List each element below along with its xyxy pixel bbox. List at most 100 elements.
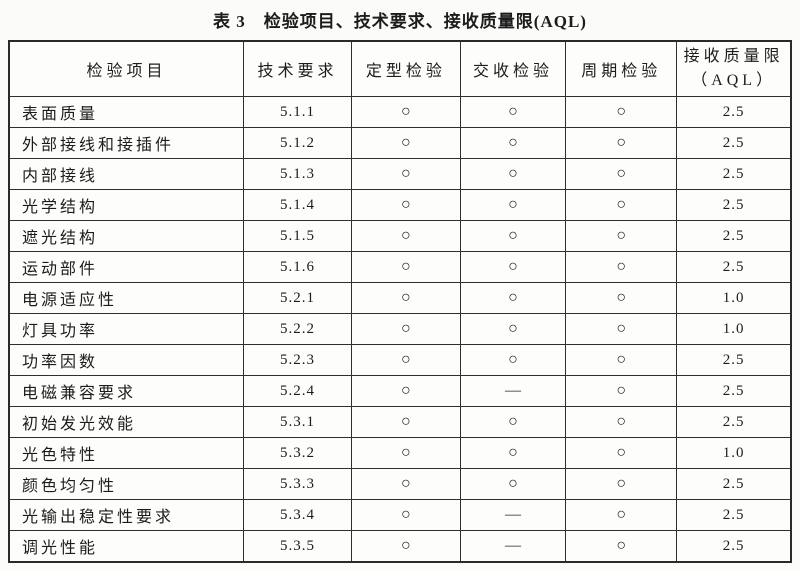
requirement-cell: 5.1.1 [243,96,352,128]
acceptance-test-cell: ○ [459,189,567,221]
table-header: 检验项目 技术要求 定型检验 交收检验 周期检验 接收质量限 （AQL） [8,40,792,97]
item-cell: 光输出稳定性要求 [8,499,245,531]
table-row: 颜色均匀性 5.3.3 ○ ○ ○ 2.5 [8,468,792,500]
aql-cell: 2.5 [676,96,792,128]
column-header-acceptance-test: 交收检验 [459,40,567,97]
item-cell: 电源适应性 [8,282,245,314]
periodic-test-cell: ○ [565,530,678,563]
type-test-cell: ○ [351,282,461,314]
requirement-cell: 5.1.3 [243,158,352,190]
type-test-cell: ○ [351,344,461,376]
type-test-cell: ○ [351,530,461,563]
acceptance-test-cell: ○ [459,251,567,283]
acceptance-test-cell: ○ [459,344,567,376]
acceptance-test-cell: ○ [459,437,567,469]
aql-cell: 2.5 [676,375,792,407]
column-header-periodic-test: 周期检验 [565,40,678,97]
table-row: 内部接线 5.1.3 ○ ○ ○ 2.5 [8,158,792,190]
table-row: 运动部件 5.1.6 ○ ○ ○ 2.5 [8,251,792,283]
type-test-cell: ○ [351,189,461,221]
aql-cell: 2.5 [676,468,792,500]
requirement-cell: 5.1.4 [243,189,352,221]
periodic-test-cell: ○ [565,406,678,438]
column-header-item: 检验项目 [8,40,245,97]
table-row: 灯具功率 5.2.2 ○ ○ ○ 1.0 [8,313,792,345]
aql-cell: 2.5 [676,406,792,438]
acceptance-test-cell: ○ [459,158,567,190]
acceptance-test-cell: — [459,530,567,563]
acceptance-test-cell: ○ [459,313,567,345]
table-title: 表 3 检验项目、技术要求、接收质量限(AQL) [213,12,587,31]
requirement-cell: 5.2.2 [243,313,352,345]
aql-cell: 1.0 [676,437,792,469]
item-cell: 运动部件 [8,251,245,283]
table-row: 初始发光效能 5.3.1 ○ ○ ○ 2.5 [8,406,792,438]
requirement-cell: 5.2.1 [243,282,352,314]
item-cell: 内部接线 [8,158,245,190]
aql-header-line2: （AQL） [691,72,777,89]
requirement-cell: 5.3.1 [243,406,352,438]
item-cell: 外部接线和接插件 [8,127,245,159]
inspection-table: 检验项目 技术要求 定型检验 交收检验 周期检验 接收质量限 （AQL） 表面质… [8,40,792,563]
column-header-requirement: 技术要求 [243,40,352,97]
column-header-type-test: 定型检验 [351,40,461,97]
acceptance-test-cell: ○ [459,220,567,252]
aql-cell: 2.5 [676,499,792,531]
table-row: 功率因数 5.2.3 ○ ○ ○ 2.5 [8,344,792,376]
requirement-cell: 5.2.3 [243,344,352,376]
acceptance-test-cell: ○ [459,282,567,314]
item-cell: 初始发光效能 [8,406,245,438]
aql-cell: 2.5 [676,344,792,376]
acceptance-test-cell: ○ [459,468,567,500]
item-cell: 表面质量 [8,96,245,128]
acceptance-test-cell: ○ [459,96,567,128]
aql-cell: 2.5 [676,251,792,283]
table-row: 调光性能 5.3.5 ○ — ○ 2.5 [8,530,792,563]
item-cell: 光学结构 [8,189,245,221]
periodic-test-cell: ○ [565,282,678,314]
aql-cell: 1.0 [676,313,792,345]
aql-cell: 2.5 [676,127,792,159]
type-test-cell: ○ [351,499,461,531]
table-row: 表面质量 5.1.1 ○ ○ ○ 2.5 [8,96,792,128]
type-test-cell: ○ [351,313,461,345]
periodic-test-cell: ○ [565,437,678,469]
table-row: 光输出稳定性要求 5.3.4 ○ — ○ 2.5 [8,499,792,531]
requirement-cell: 5.3.5 [243,530,352,563]
header-row: 检验项目 技术要求 定型检验 交收检验 周期检验 接收质量限 （AQL） [8,40,792,97]
periodic-test-cell: ○ [565,220,678,252]
type-test-cell: ○ [351,127,461,159]
item-cell: 功率因数 [8,344,245,376]
table-body: 表面质量 5.1.1 ○ ○ ○ 2.5 外部接线和接插件 5.1.2 ○ ○ ○ 2.5 内部接线 5.… [8,96,792,563]
table-row: 电磁兼容要求 5.2.4 ○ — ○ 2.5 [8,375,792,407]
requirement-cell: 5.3.2 [243,437,352,469]
table-row: 光学结构 5.1.4 ○ ○ ○ 2.5 [8,189,792,221]
periodic-test-cell: ○ [565,468,678,500]
item-cell: 灯具功率 [8,313,245,345]
item-cell: 颜色均匀性 [8,468,245,500]
periodic-test-cell: ○ [565,344,678,376]
type-test-cell: ○ [351,251,461,283]
aql-cell: 2.5 [676,189,792,221]
requirement-cell: 5.1.6 [243,251,352,283]
requirement-cell: 5.2.4 [243,375,352,407]
acceptance-test-cell: — [459,375,567,407]
table-row: 遮光结构 5.1.5 ○ ○ ○ 2.5 [8,220,792,252]
table-row: 光色特性 5.3.2 ○ ○ ○ 1.0 [8,437,792,469]
periodic-test-cell: ○ [565,251,678,283]
aql-cell: 2.5 [676,530,792,563]
type-test-cell: ○ [351,375,461,407]
aql-header-line1: 接收质量限 [683,48,784,65]
requirement-cell: 5.3.4 [243,499,352,531]
periodic-test-cell: ○ [565,499,678,531]
acceptance-test-cell: ○ [459,406,567,438]
table-row: 电源适应性 5.2.1 ○ ○ ○ 1.0 [8,282,792,314]
aql-cell: 1.0 [676,282,792,314]
periodic-test-cell: ○ [565,158,678,190]
periodic-test-cell: ○ [565,313,678,345]
aql-cell: 2.5 [676,220,792,252]
column-header-aql: 接收质量限 （AQL） [676,40,792,97]
periodic-test-cell: ○ [565,96,678,128]
type-test-cell: ○ [351,406,461,438]
item-cell: 遮光结构 [8,220,245,252]
